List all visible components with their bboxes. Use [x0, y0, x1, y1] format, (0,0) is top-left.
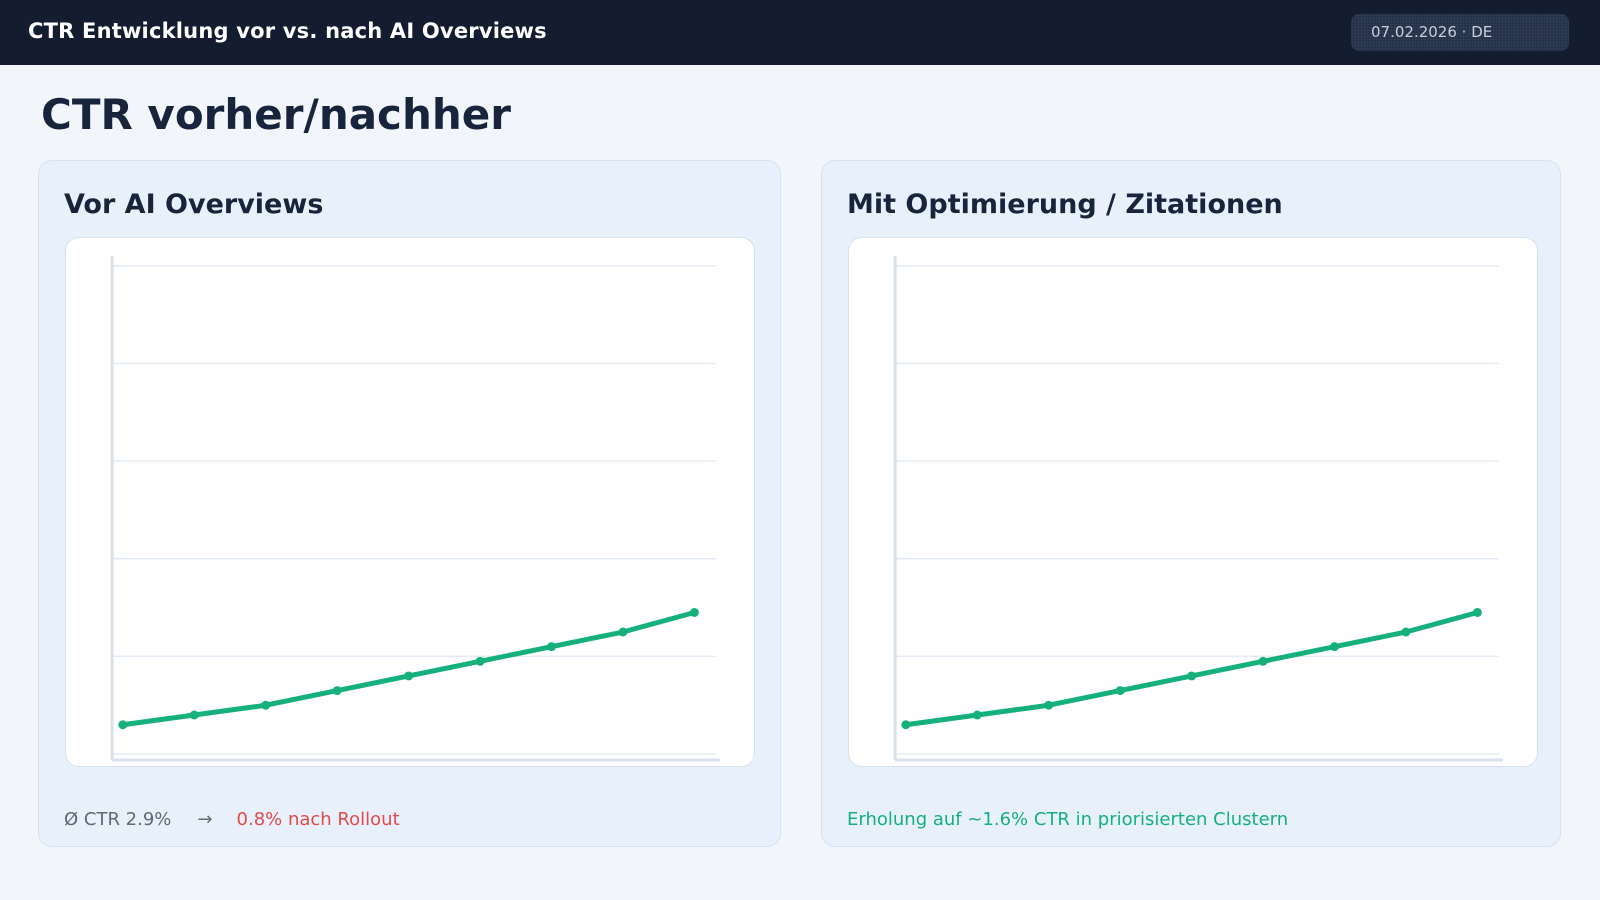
data-point: [972, 710, 982, 720]
data-point: [1044, 700, 1054, 710]
data-point: [261, 700, 271, 710]
page-title: CTR vorher/nachher: [41, 90, 511, 139]
ctr-after-label: 0.8% nach Rollout: [236, 809, 400, 830]
data-point: [1115, 686, 1125, 696]
data-point: [475, 656, 485, 666]
chart-container: [65, 237, 755, 767]
data-point: [618, 627, 628, 637]
data-point: [1187, 671, 1197, 681]
ctr-before-label: Ø CTR 2.9%: [64, 809, 172, 830]
date-locale-badge: 07.02.2026 · DE: [1351, 14, 1569, 51]
recovery-label: Erholung auf ~1.6% CTR in priorisierten …: [847, 809, 1289, 830]
panel-optimized: Mit Optimierung / Zitationen Erholung au…: [821, 160, 1561, 847]
data-point: [689, 607, 699, 617]
data-point: [118, 720, 128, 730]
ctr-line-chart-before: [110, 255, 720, 762]
panel-before: Vor AI Overviews Ø CTR 2.9% → 0.8% nach Ro…: [38, 160, 781, 847]
data-point: [189, 710, 199, 720]
ctr-line-chart-optimized: [893, 255, 1503, 762]
top-bar: CTR Entwicklung vor vs. nach AI Overview…: [0, 0, 1600, 65]
series-line: [120, 609, 697, 728]
series-line: [903, 609, 1480, 728]
data-point: [1330, 642, 1340, 652]
data-point: [332, 686, 342, 696]
panel-title: Vor AI Overviews: [64, 189, 324, 220]
data-point: [1472, 607, 1482, 617]
arrow-right-icon: →: [197, 809, 213, 830]
data-point: [1401, 627, 1411, 637]
panel-title: Mit Optimierung / Zitationen: [847, 189, 1283, 220]
data-point: [404, 671, 414, 681]
data-point: [547, 642, 557, 652]
panel-caption: Ø CTR 2.9% → 0.8% nach Rollout: [64, 809, 400, 830]
app-title: CTR Entwicklung vor vs. nach AI Overview…: [28, 19, 547, 43]
data-point: [1258, 656, 1268, 666]
data-point: [901, 720, 911, 730]
chart-container: [848, 237, 1538, 767]
panel-caption: Erholung auf ~1.6% CTR in priorisierten …: [847, 809, 1288, 830]
